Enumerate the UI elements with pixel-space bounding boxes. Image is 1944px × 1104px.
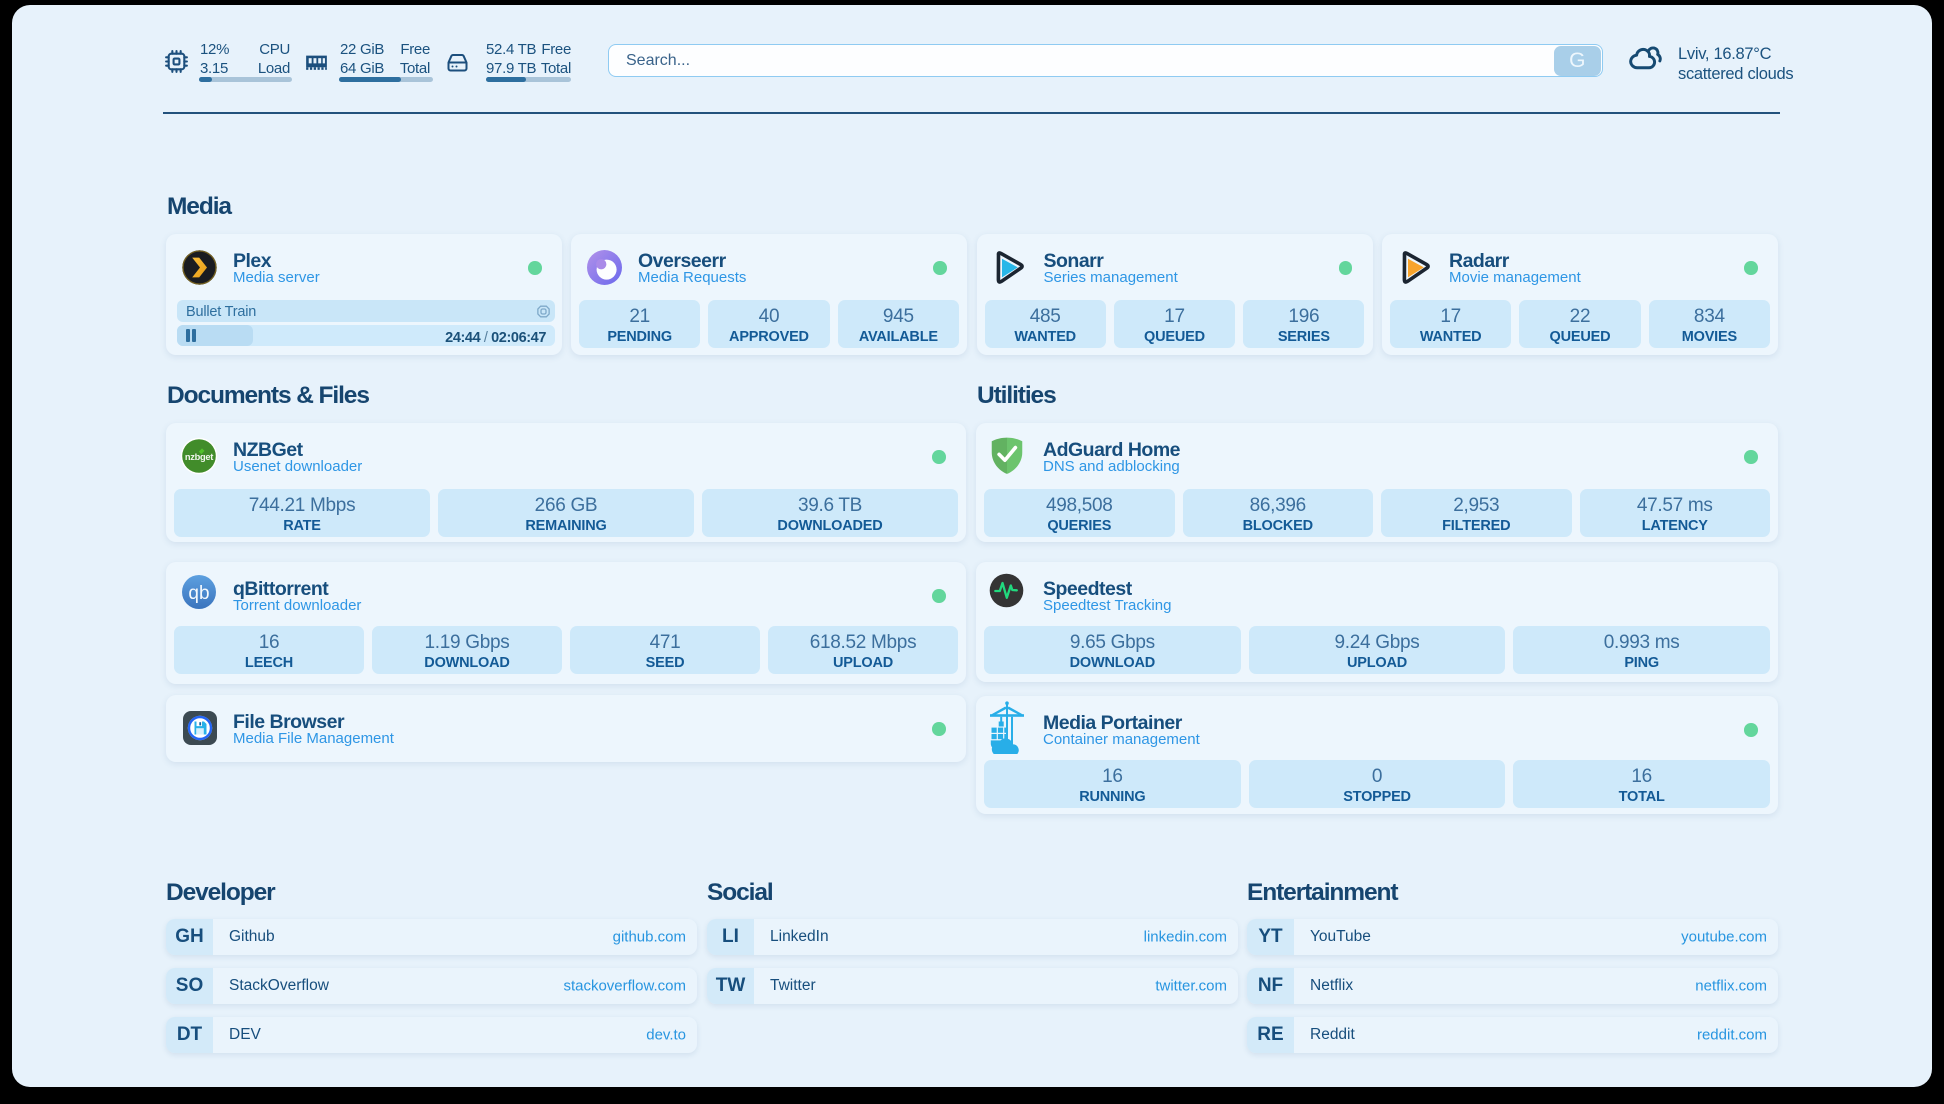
svg-text:nzbget: nzbget	[185, 452, 213, 462]
svg-text:qb: qb	[188, 583, 209, 604]
